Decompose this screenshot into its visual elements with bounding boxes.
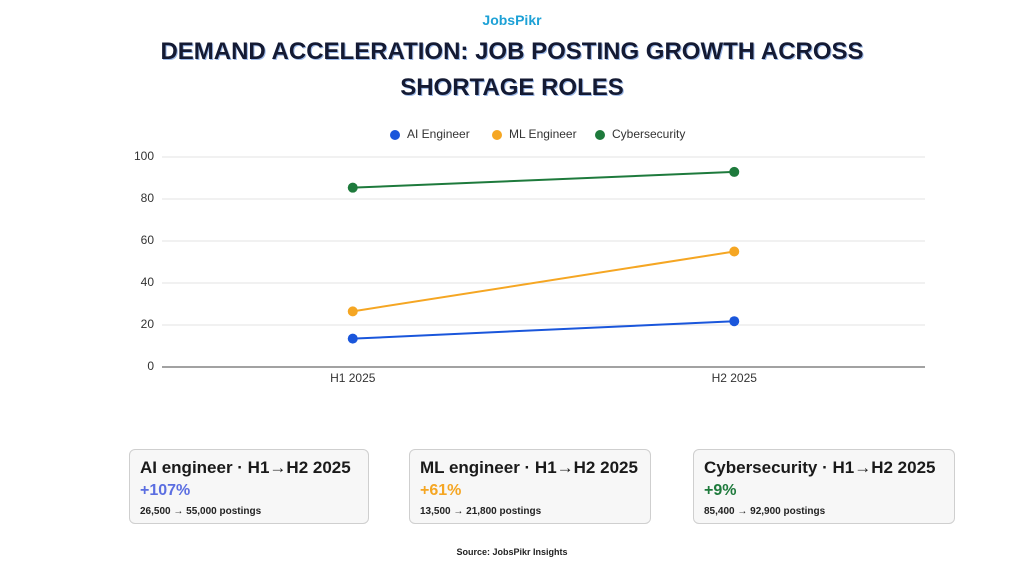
card-change: +9%: [704, 482, 737, 499]
series-line: [352, 170, 735, 189]
data-point: [729, 246, 740, 257]
stat-card: Cybersecurity · H1→H2 2025 +9% 85,400 → 92…: [693, 449, 955, 524]
stat-card: ML engineer · H1→H2 2025 +61% 13,500 → 21,…: [409, 449, 651, 524]
y-tick-label: 80: [141, 191, 155, 205]
card-title: Cybersecurity · H1→H2 2025: [704, 458, 936, 477]
legend-marker: [595, 130, 605, 140]
y-tick-label: 100: [134, 149, 154, 163]
card-detail: 26,500 → 55,000 postings: [140, 506, 262, 517]
chart: 0 20 40 60 80 100 H1 2025 H2 2025 AI Engineer ML …: [134, 127, 925, 385]
source: Source: JobsPikr Insights: [456, 547, 568, 557]
card-change: +107%: [140, 482, 191, 499]
series-line: [352, 250, 735, 313]
y-tick-label: 20: [141, 317, 155, 331]
y-tick-label: 60: [141, 233, 155, 247]
card-change: +61%: [420, 482, 462, 499]
data-point: [347, 306, 358, 317]
brand: JobsPikr: [482, 12, 542, 28]
x-tick-label: H2 2025: [712, 371, 758, 385]
legend-marker: [492, 130, 502, 140]
legend-label: ML Engineer: [509, 127, 577, 141]
chart-title: DEMAND ACCELERATION: JOB POSTING GROWTH …: [160, 38, 864, 101]
card-detail: 85,400 → 92,900 postings: [704, 506, 826, 517]
card-title: ML engineer · H1→H2 2025: [420, 458, 638, 477]
stat-card: AI engineer · H1→H2 2025 +107% 26,500 → 55…: [129, 449, 369, 524]
data-point: [347, 182, 358, 193]
series-line: [352, 320, 735, 340]
legend-label: Cybersecurity: [612, 127, 685, 141]
data-point: [729, 166, 740, 177]
card-detail: 13,500 → 21,800 postings: [420, 506, 542, 517]
x-tick-label: H1 2025: [330, 371, 376, 385]
y-tick-label: 0: [147, 359, 154, 373]
legend-marker: [390, 130, 400, 140]
data-point: [347, 333, 358, 344]
y-tick-label: 40: [141, 275, 155, 289]
legend-label: AI Engineer: [407, 127, 470, 141]
card-title: AI engineer · H1→H2 2025: [140, 458, 351, 477]
data-point: [729, 316, 740, 327]
